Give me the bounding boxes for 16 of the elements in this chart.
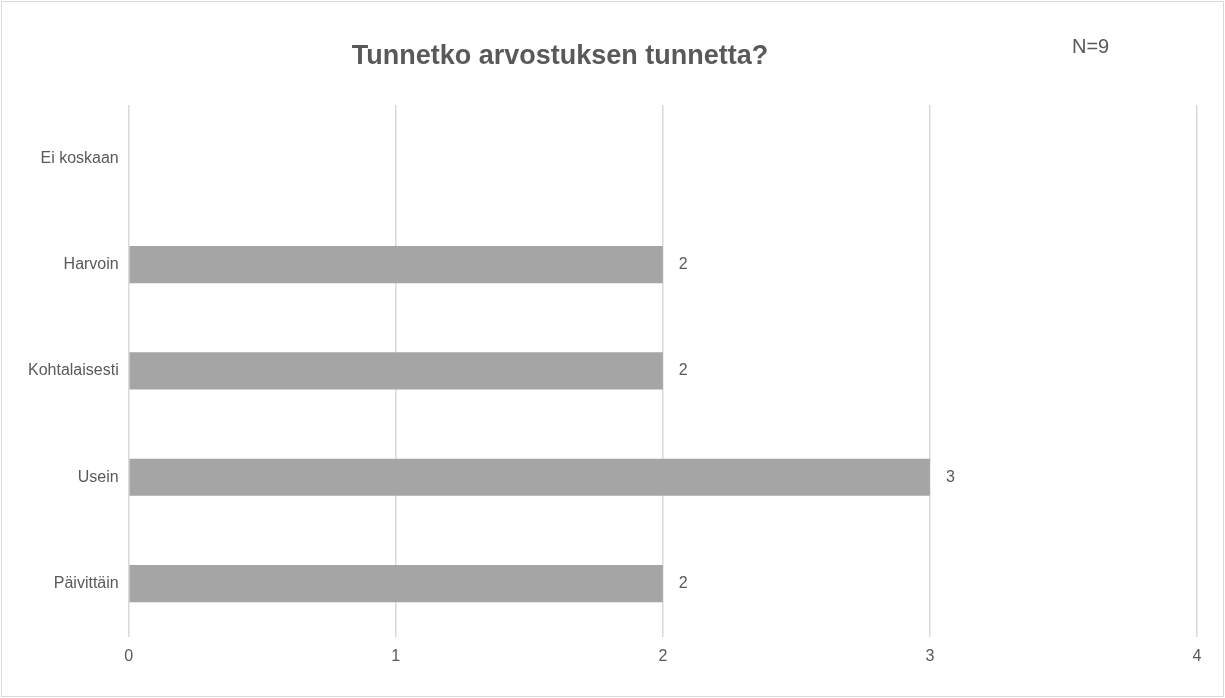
chart-title: Tunnetko arvostuksen tunnetta? xyxy=(351,40,769,71)
x-tick-label: 4 xyxy=(1192,646,1202,664)
x-tick-label: 2 xyxy=(658,646,668,664)
x-tick-label: 3 xyxy=(925,646,935,664)
y-tick-label: Usein xyxy=(77,467,119,485)
y-tick-label: Ei koskaan xyxy=(40,148,119,166)
data-label: 2 xyxy=(678,574,688,592)
data-label: 3 xyxy=(945,467,955,485)
data-label: 2 xyxy=(678,361,688,379)
y-tick-label: Kohtalaisesti xyxy=(28,361,119,379)
y-tick-label: Päivittäin xyxy=(53,574,119,592)
data-label: 2 xyxy=(678,254,688,272)
text: N=9 xyxy=(1072,34,1110,57)
y-tick-label: Harvoin xyxy=(63,254,119,272)
x-tick-label: 0 xyxy=(124,646,134,664)
x-tick-label: 1 xyxy=(391,646,401,664)
